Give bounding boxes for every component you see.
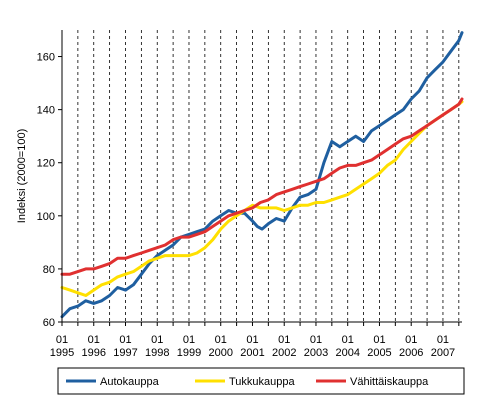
x-tick-label-month: 01 (183, 334, 195, 346)
x-tick-label-month: 01 (119, 334, 131, 346)
x-tick-label-month: 01 (405, 334, 417, 346)
series-line-1 (60, 100, 464, 297)
x-tick-label-month: 01 (151, 334, 163, 346)
x-tick-label-month: 01 (342, 334, 354, 346)
y-tick-label: 60 (43, 317, 55, 329)
legend-label: Vähittäiskauppa (350, 376, 429, 388)
x-tick-label-year: 2002 (272, 347, 296, 359)
x-tick-label-month: 01 (278, 334, 290, 346)
x-tick-label-year: 1999 (177, 347, 201, 359)
axes (58, 30, 462, 326)
y-tick-label: 120 (37, 158, 55, 170)
y-axis-label: Indeksi (2000=100) (16, 129, 28, 223)
y-tick-label: 80 (43, 264, 55, 276)
x-tick-label-month: 01 (373, 334, 385, 346)
x-tick-label-month: 01 (310, 334, 322, 346)
x-tick-label-month: 01 (56, 334, 68, 346)
y-tick-label: 160 (37, 52, 55, 64)
series-line-2 (60, 97, 464, 276)
x-tick-label-year: 2000 (208, 347, 232, 359)
x-tick-label-year: 1998 (145, 347, 169, 359)
x-tick-label-year: 1995 (50, 347, 74, 359)
legend: Autokauppa Tukkukauppa Vähittäiskauppa (57, 367, 465, 395)
x-tick-label-month: 01 (215, 334, 227, 346)
y-tick-label: 140 (37, 105, 55, 117)
y-tick-label: 100 (37, 211, 55, 223)
legend-label: Tukkukauppa (229, 376, 296, 388)
x-tick-label-month: 01 (88, 334, 100, 346)
x-tick-labels: 0119950119960119970119980119990120000120… (50, 334, 455, 359)
x-tick-label-year: 2001 (240, 347, 264, 359)
series-lines (60, 31, 464, 319)
x-tick-label-year: 2004 (335, 347, 359, 359)
x-tick-label-year: 2005 (367, 347, 391, 359)
y-tick-labels: 60 80 100 120 140 160 (37, 52, 55, 329)
legend-label: Autokauppa (100, 376, 160, 388)
x-tick-label-month: 01 (437, 334, 449, 346)
vertical-gridlines (77, 30, 460, 322)
x-tick-label-year: 2007 (431, 347, 455, 359)
series-line-0 (60, 31, 464, 319)
legend-box (57, 367, 465, 395)
x-tick-label-year: 2003 (304, 347, 328, 359)
x-tick-label-year: 2006 (399, 347, 423, 359)
x-tick-label-year: 1997 (113, 347, 137, 359)
x-tick-label-year: 1996 (82, 347, 106, 359)
x-tick-label-month: 01 (246, 334, 258, 346)
